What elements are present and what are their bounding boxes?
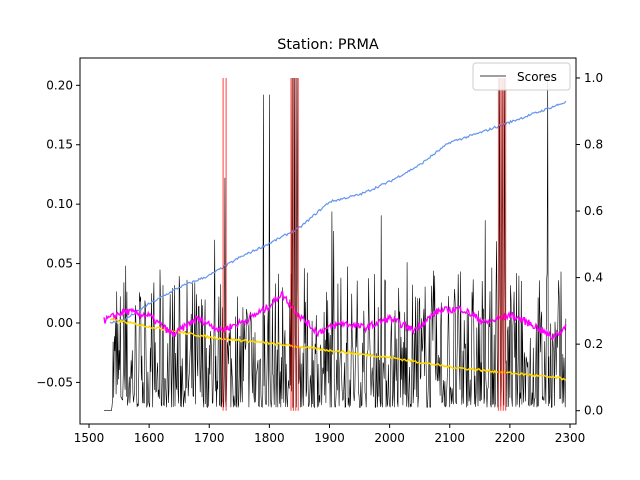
- plot-area: [103, 77, 567, 411]
- y-left-tick-label-0: −0.05: [36, 375, 73, 389]
- x-tick-label-2000: 2000: [374, 431, 405, 445]
- x-tick-label-1900: 1900: [314, 431, 345, 445]
- x-tick-label-1600: 1600: [134, 431, 165, 445]
- series-line-yellow: [109, 317, 566, 381]
- y-right-tick-label-4: 0.8: [584, 138, 603, 152]
- chart-title: Station: PRMA: [277, 37, 379, 53]
- legend-label-scores: Scores: [517, 70, 557, 84]
- y-right-tick-label-3: 0.6: [584, 204, 603, 218]
- y-left-tick-label-1: 0.00: [46, 316, 73, 330]
- y-left-tick-label-3: 0.10: [46, 197, 73, 211]
- y-right-tick-label-2: 0.4: [584, 271, 603, 285]
- x-tick-label-2200: 2200: [495, 431, 526, 445]
- y-right-tick-label-5: 1.0: [584, 71, 603, 85]
- series-line-magenta: [103, 291, 567, 340]
- y-left-tick-label-5: 0.20: [46, 78, 73, 92]
- plot-frame: [79, 57, 577, 425]
- y-left-tick-label-2: 0.05: [46, 257, 73, 271]
- y-right-tick-label-1: 0.2: [584, 337, 603, 351]
- y-right-tick-label-0: 0.0: [584, 404, 603, 418]
- x-tick-label-2300: 2300: [555, 431, 586, 445]
- axes: 1500 1600 1700 1800 1900 2000 2100 2200 2300 −0.0…: [36, 71, 603, 445]
- series-line-blue: [109, 100, 567, 324]
- x-tick-label-2100: 2100: [434, 431, 465, 445]
- x-tick-label-1700: 1700: [194, 431, 225, 445]
- legend: Scores: [472, 62, 571, 91]
- legend-box: [472, 62, 571, 91]
- y-left-tick-label-4: 0.15: [46, 138, 73, 152]
- x-tick-label-1800: 1800: [254, 431, 285, 445]
- x-tick-label-1500: 1500: [74, 431, 105, 445]
